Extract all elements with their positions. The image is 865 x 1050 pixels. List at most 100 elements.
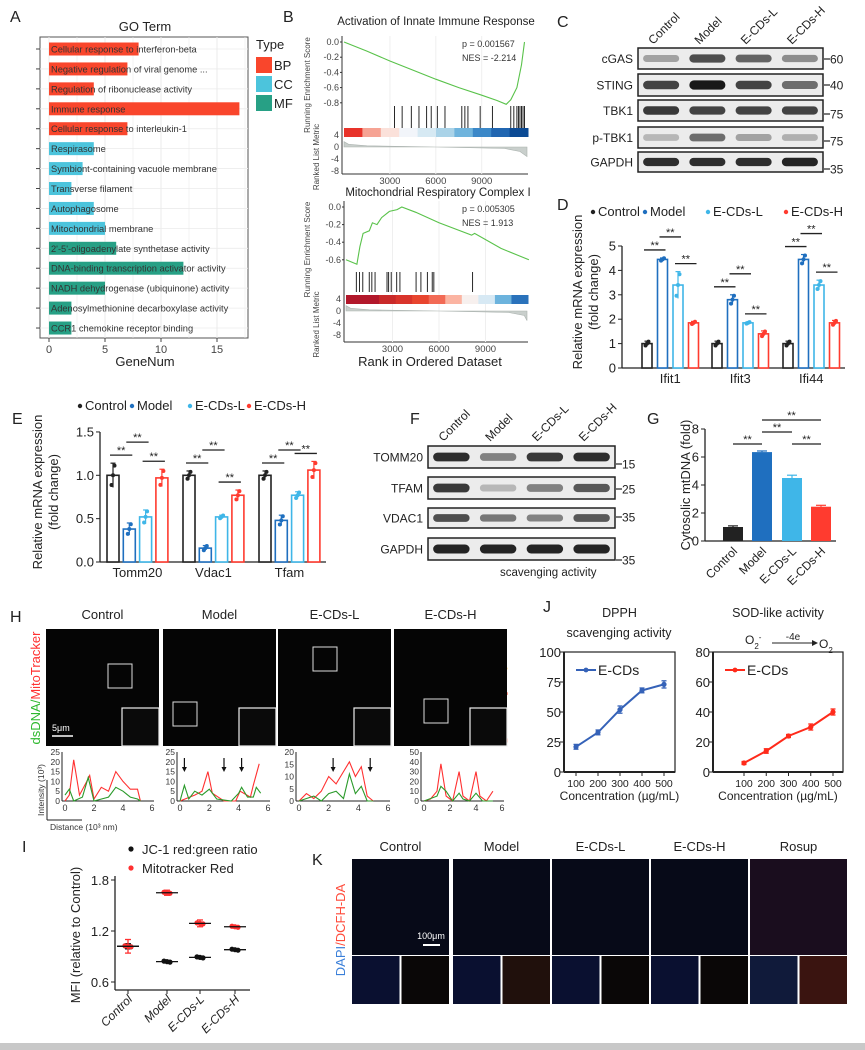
rank-colorbar-segment [428,295,446,304]
legend-label: Mitotracker Red [142,861,234,876]
panel-label-h: H [10,609,22,626]
rank-colorbar-segment [399,128,419,137]
x-tick-label: 6 [385,803,390,813]
y-tick-label: -0.6 [323,83,339,93]
protein-band [573,483,610,493]
go-term-label: Cellular response to interleukin-1 [51,124,187,134]
bar [752,452,772,541]
x-tick-label: 0 [296,803,301,813]
micrograph-background [651,859,748,955]
legend-dot [128,846,134,852]
significance-stars: ** [285,440,294,452]
rank-colorbar-segment [494,295,512,304]
legend-swatch [256,95,272,111]
rank-colorbar-segment [511,295,529,304]
gsea-title: Mitochondrial Respiratory Complex I [345,187,530,199]
bar [182,474,196,563]
blot-row-label: STING [596,79,633,93]
data-point [639,687,645,694]
protein-band [735,54,772,63]
replicate-point [732,293,736,298]
y-tick-label: -0.8 [323,98,339,108]
x-tick-label: 100 [735,778,753,790]
micrograph-background [453,859,550,955]
x-category-label: Ifi44 [799,371,824,386]
x-category-label: Tfam [275,565,305,580]
y-tick-label: 6 [692,450,699,465]
legend-dot [642,209,648,215]
x-tick-label: 15 [211,344,223,356]
legend-dot [783,209,789,215]
protein-band [689,157,726,167]
x-tick-label: 4 [236,803,241,813]
replicate-point [158,482,163,487]
blot-row-label: cGAS [602,52,633,66]
bar [214,516,229,563]
significance-stars: ** [681,254,690,266]
legend-label: CC [274,77,293,92]
dsdna-profile [298,771,374,802]
legend-label: E-CDs-L [195,398,245,413]
y-tick-label: 10 [410,786,420,796]
bar [231,494,245,563]
replicate-point [747,320,752,325]
replicate-point [234,497,239,502]
channel-label-dcfh: /DCFH-DA [333,883,348,945]
bar [811,506,831,541]
reaction-equation: O2- [745,633,762,651]
legend-swatch [256,76,272,92]
nes-text: NES = -2.214 [462,53,516,63]
x-axis-label: Concentration (µg/mL) [718,789,838,803]
protein-band [433,483,470,493]
y-tick-label: 0 [414,796,419,806]
protein-band [781,54,818,63]
protein-band [526,514,564,522]
roi-box [107,663,133,689]
replicate-point [204,544,209,549]
y-tick-label: 15 [51,767,61,777]
rank-colorbar-segment [454,128,474,137]
arrow-head [221,767,227,772]
replicate-point [662,256,666,261]
kda-label: 15 [622,458,636,472]
panel-label-k: K [312,852,323,869]
go-term-label: DNA-binding transcription activator acti… [51,264,226,274]
blot-row-label: TBK1 [603,104,633,118]
rank-colorbar-segment [445,295,463,304]
x-tick-label: 0 [177,803,182,813]
x-tick-label: 2 [207,803,212,813]
inset-zoom [238,707,277,747]
legend-marker [583,667,589,673]
bar [782,478,802,541]
y-axis-label: Relative mRNA expression [30,415,45,570]
y-tick-label: 0.5 [76,511,94,526]
y-axis-label: Cytosolic mtDNA (fold) [678,420,693,551]
x-tick-label: 200 [757,778,775,790]
rank-colorbar-segment [362,295,380,304]
y-tick-label: 0.0 [328,202,341,212]
y-tick-label: 20 [696,735,710,750]
rank-colorbar-segment [461,295,479,304]
replicate-point [729,301,733,306]
panel-label-a: A [10,9,21,26]
go-term-label: Mitochondrial membrane [51,224,153,234]
mitotracker-profile [298,760,374,802]
go-term-label: Immune response [51,104,125,114]
arrow-head [367,767,373,772]
y-tick-label: 50 [410,747,420,757]
blot-strip [637,99,824,122]
micrograph-background [352,859,449,955]
condition-title: E-CDs-L [310,607,360,622]
x-axis-label: GeneNum [115,354,174,369]
metric-tick-label: 4 [334,130,339,140]
significance-stars: ** [720,277,729,289]
y-tick-label: 5 [609,239,616,254]
go-term-label: Adenosylmethionine decarboxylase activit… [51,304,229,314]
replicate-point [221,513,226,518]
blot-strip [427,537,616,561]
ranked-metric-area [343,141,528,158]
blot-strip [427,507,616,529]
bottom-strip [0,1043,865,1050]
y-tick-label: -0.2 [323,52,339,62]
